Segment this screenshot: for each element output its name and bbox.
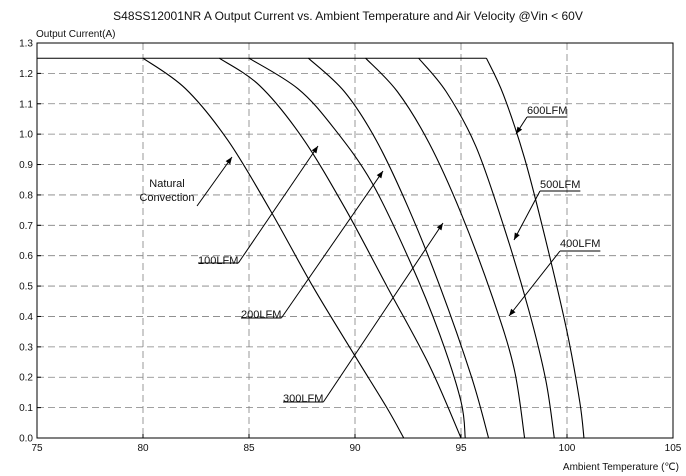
y-tick-label: 0.3: [19, 342, 33, 353]
leader-line: [513, 190, 541, 241]
y-tick-label: 0.6: [19, 251, 33, 262]
curve-100lfm: [219, 57, 462, 439]
label-300lfm: 300LFM: [283, 393, 323, 405]
curve-600lfm: [485, 57, 585, 439]
leader-line: [322, 222, 444, 403]
leader-arrowhead: [516, 126, 523, 134]
x-tick-label: 85: [243, 443, 255, 454]
x-tick-label: 105: [665, 443, 682, 454]
derating-curves: [37, 57, 585, 439]
grid-lines: [37, 43, 673, 438]
curve-annotations: Natural Convection 100LFM 200LFM 300LFM 400LF…: [139, 105, 601, 405]
label-400lfm: 400LFM: [560, 238, 600, 250]
x-tick-label: 80: [137, 443, 149, 454]
leader-arrowhead: [436, 223, 443, 231]
chart-title: S48SS12001NR A Output Current vs. Ambien…: [113, 9, 583, 23]
y-tick-label: 1.2: [19, 69, 33, 80]
y-tick-label: 0.9: [19, 160, 33, 171]
y-tick-label: 0.5: [19, 282, 33, 293]
curve-300lfm: [307, 57, 490, 439]
x-tick-label: 100: [559, 443, 576, 454]
y-tick-label: 0.8: [19, 190, 33, 201]
y-tick-label: 0.2: [19, 373, 33, 384]
plot-area: [37, 43, 673, 438]
leader-line: [237, 145, 319, 264]
curve-200lfm: [248, 57, 466, 439]
leader-arrowhead: [509, 308, 516, 316]
label-natural-convection: Natural Convection: [139, 178, 194, 204]
y-tick-label: 1.3: [19, 39, 33, 50]
leader-arrowhead: [311, 146, 318, 154]
curve-natural-convection: [142, 57, 405, 439]
x-tick-label: 95: [455, 443, 467, 454]
leader-line: [508, 250, 561, 317]
y-tick-label: 0.7: [19, 221, 33, 232]
y-tick-label: 0.1: [19, 403, 33, 414]
tick-labels: 0.0 0.1 0.2 0.3 0.4 0.5 0.6 0.7 0.8 0.9 1.0 1.1 1.2 1…: [19, 39, 682, 455]
y-tick-label: 1.0: [19, 130, 33, 141]
x-tick-label: 75: [31, 443, 43, 454]
label-100lfm: 100LFM: [198, 255, 238, 267]
label-600lfm: 600LFM: [527, 105, 567, 117]
x-axis-title: Ambient Temperature (℃): [563, 462, 679, 473]
leader-line: [196, 156, 233, 207]
leader-arrowhead: [225, 157, 232, 165]
leader-arrowhead: [376, 171, 383, 179]
label-500lfm: 500LFM: [540, 179, 580, 191]
curve-500lfm: [418, 57, 555, 439]
curve-400lfm: [365, 57, 526, 439]
x-tick-label: 90: [349, 443, 361, 454]
y-axis-title: Output Current(A): [36, 29, 115, 40]
y-tick-label: 0.4: [19, 312, 33, 323]
label-200lfm: 200LFM: [241, 309, 281, 321]
leader-arrowhead: [514, 232, 520, 240]
y-tick-label: 0.0: [19, 434, 33, 445]
y-tick-label: 1.1: [19, 99, 33, 110]
plot-frame: [36, 42, 674, 439]
leader-line: [280, 170, 384, 319]
